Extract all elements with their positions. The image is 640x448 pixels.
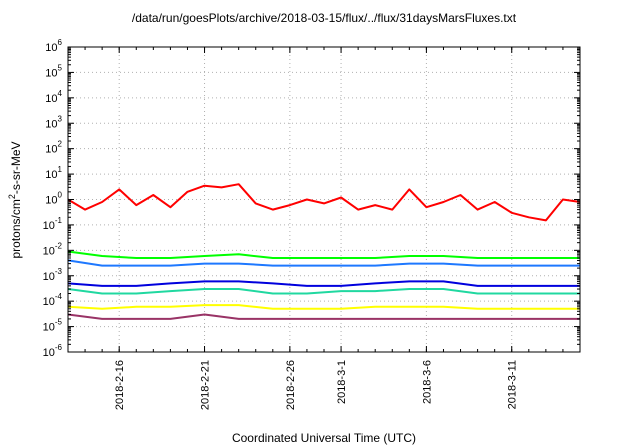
y-tick-label: 102 xyxy=(45,140,62,156)
y-tick-label: 10-3 xyxy=(43,267,63,283)
y-tick-label-base: 10 xyxy=(43,271,55,283)
y-tick-label-exponent: -5 xyxy=(55,318,63,327)
y-axis-label-sup: 2 xyxy=(7,194,17,199)
x-axis-label: Coordinated Universal Time (UTC) xyxy=(232,431,416,445)
y-tick-label-base: 10 xyxy=(45,144,57,156)
x-tick-label: 2018-3-6 xyxy=(421,360,433,404)
y-tick-label-exponent: -6 xyxy=(55,343,63,352)
y-tick-label-base: 10 xyxy=(45,93,57,105)
x-tick-label: 2018-3-1 xyxy=(336,360,348,404)
y-tick-label-base: 10 xyxy=(43,347,55,359)
y-tick-label-base: 10 xyxy=(45,42,57,54)
series-line-2 xyxy=(67,250,580,259)
x-tick-label: 2018-2-26 xyxy=(285,360,297,410)
y-axis-ticks: 10-610-510-410-310-210-11001011021031041… xyxy=(43,38,580,359)
y-tick-label-exponent: 2 xyxy=(58,140,63,149)
y-tick-label-base: 10 xyxy=(45,169,57,181)
y-tick-label-exponent: -2 xyxy=(55,241,63,250)
series-group xyxy=(67,183,581,320)
x-axis-ticks: 2018-2-16 2018-2-21 2018-2-26 2018-3-1 2018-… xyxy=(67,47,581,410)
y-tick-label-base: 10 xyxy=(43,245,55,257)
y-tick-label-exponent: -4 xyxy=(55,292,63,301)
y-tick-label: 101 xyxy=(45,165,62,181)
y-tick-label-base: 10 xyxy=(43,322,55,334)
y-tick-label: 10-2 xyxy=(43,241,63,257)
y-tick-label-exponent: 4 xyxy=(58,89,63,98)
y-tick-label-exponent: 1 xyxy=(58,165,63,174)
y-tick-label: 104 xyxy=(45,89,62,105)
y-tick-label: 10-1 xyxy=(43,216,63,232)
y-tick-label: 10-5 xyxy=(43,318,63,334)
chart-title: /data/run/goesPlots/archive/2018-03-15/f… xyxy=(132,11,517,25)
y-tick-label-base: 10 xyxy=(45,118,57,130)
y-tick-label-base: 10 xyxy=(45,195,57,207)
y-tick-label-exponent: 6 xyxy=(58,38,63,47)
series-line-6 xyxy=(67,304,580,310)
series-line-7 xyxy=(67,313,580,320)
y-tick-label-base: 10 xyxy=(45,67,57,79)
y-tick-label-exponent: -1 xyxy=(55,216,63,225)
y-tick-label: 105 xyxy=(45,63,62,79)
x-tick-label: 2018-3-11 xyxy=(507,360,519,409)
y-axis-label-base: protons/cm xyxy=(9,199,23,258)
x-tick-label: 2018-2-21 xyxy=(200,360,212,410)
y-tick-label-exponent: -3 xyxy=(55,267,63,276)
y-tick-label-exponent: 5 xyxy=(58,63,63,72)
series-line-5 xyxy=(67,288,580,295)
series-line-3 xyxy=(67,259,580,267)
y-tick-label: 100 xyxy=(45,191,62,207)
y-tick-label: 103 xyxy=(45,114,62,130)
series-line-4 xyxy=(67,280,580,287)
y-tick-label-base: 10 xyxy=(43,296,55,308)
y-tick-label: 10-6 xyxy=(43,343,63,359)
grid xyxy=(68,47,580,352)
y-tick-label-exponent: 3 xyxy=(58,114,63,123)
y-tick-label-base: 10 xyxy=(43,220,55,232)
y-axis-label: protons/cm2-s-sr-MeV xyxy=(7,141,23,258)
y-axis-label-rest: -s-sr-MeV xyxy=(9,141,23,194)
y-tick-label: 10-4 xyxy=(43,292,63,308)
series-line-1 xyxy=(67,183,581,222)
y-tick-label: 106 xyxy=(45,38,62,54)
x-tick-label: 2018-2-16 xyxy=(114,360,126,410)
y-tick-label-exponent: 0 xyxy=(58,191,63,200)
